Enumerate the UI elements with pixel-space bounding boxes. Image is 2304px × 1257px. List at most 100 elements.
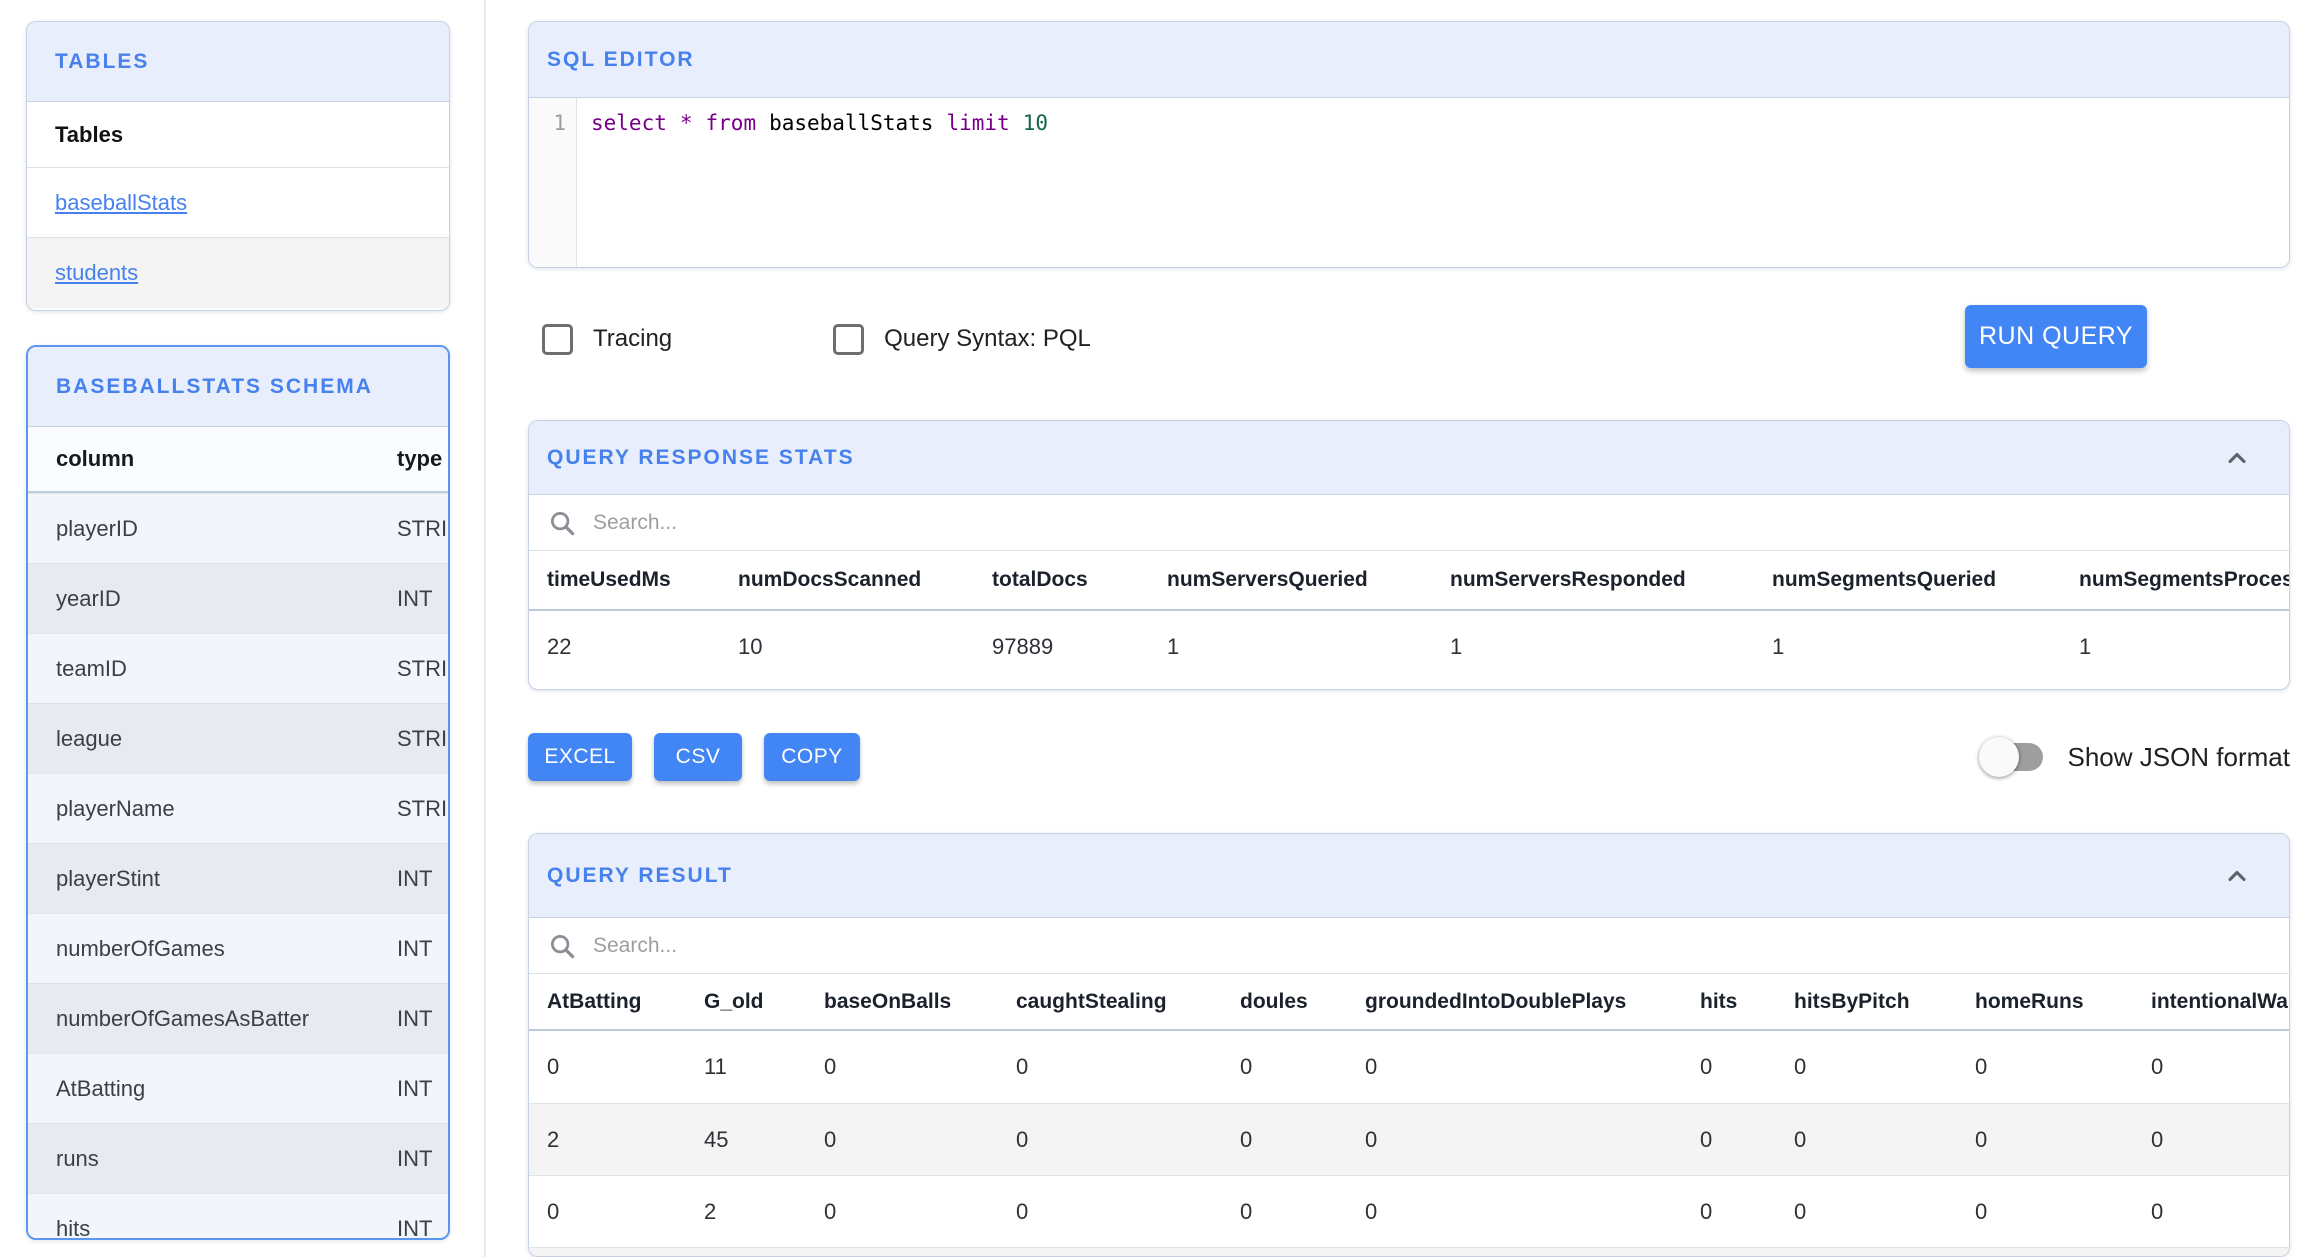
result-search-row — [529, 918, 2289, 974]
main-content: SQL EDITOR 1 select * from baseballStats lim… — [528, 0, 2290, 1257]
search-icon — [547, 508, 577, 538]
result-header-cell: doules — [1240, 989, 1308, 1013]
tables-panel-header: TABLES — [27, 22, 449, 102]
schema-row: runs INT — [28, 1123, 448, 1193]
json-format-toggle-group: Show JSON format — [1979, 737, 2290, 777]
result-header-cell: hitsByPitch — [1794, 989, 1910, 1013]
tables-panel: TABLES Tables baseballStats students — [26, 21, 450, 311]
result-cell: 11 — [704, 1054, 727, 1079]
schema-col-name: yearID — [56, 585, 121, 611]
table-row: 0 2 0 0 0 0 0 0 0 0 — [529, 1175, 2289, 1247]
schema-col-name: playerID — [56, 515, 138, 541]
json-format-toggle[interactable] — [1979, 737, 2044, 777]
json-format-toggle-label: Show JSON format — [2067, 741, 2290, 772]
table-link-label[interactable]: students — [55, 260, 139, 285]
result-panel-title: QUERY RESULT — [547, 863, 733, 887]
stats-value-cell: 97889 — [992, 634, 1054, 659]
schema-row: numberOfGamesAsBatter INT — [28, 983, 448, 1053]
schema-col-type: INT — [397, 1215, 433, 1240]
copy-button[interactable]: COPY — [764, 733, 860, 781]
result-cell: 2 — [547, 1126, 560, 1152]
tables-panel-title: TABLES — [55, 49, 150, 73]
sql-editor-header: SQL EDITOR — [529, 22, 2289, 98]
result-cell: 0 — [1794, 1054, 1807, 1079]
result-cell: 0 — [1240, 1198, 1253, 1224]
result-header-cell: groundedIntoDoublePlays — [1365, 989, 1627, 1013]
result-search-input[interactable] — [593, 933, 1093, 958]
result-header-cell: baseOnBalls — [824, 989, 952, 1013]
sidebar: TABLES Tables baseballStats students BAS… — [26, 21, 450, 1240]
schema-row: playerID STRING — [28, 493, 448, 563]
result-cell: 0 — [1365, 1054, 1378, 1079]
sql-editor-panel: SQL EDITOR 1 select * from baseballStats lim… — [528, 21, 2290, 268]
table-link-baseballstats[interactable]: baseballStats — [27, 168, 449, 238]
export-controls: EXCEL CSV COPY Show JSON format — [528, 733, 2290, 781]
query-controls: Tracing Query Syntax: PQL RUN QUERY — [528, 302, 2290, 376]
result-cell: 0 — [1794, 1198, 1807, 1224]
schema-col-name: hits — [56, 1215, 91, 1240]
sql-star: * — [679, 111, 693, 135]
stats-value-cell: 22 — [547, 634, 572, 659]
table-link-students[interactable]: students — [27, 238, 449, 308]
schema-col-name: playerStint — [56, 865, 160, 891]
stats-header-cell: totalDocs — [992, 568, 1088, 591]
schema-col-type: STRING — [397, 515, 448, 541]
pql-checkbox[interactable] — [833, 323, 865, 355]
sql-keyword: from — [705, 111, 757, 135]
result-cell: 0 — [547, 1054, 560, 1079]
result-cell: 0 — [1975, 1126, 1988, 1152]
schema-col-name: AtBatting — [56, 1075, 146, 1101]
schema-header-row: column type — [28, 427, 448, 493]
pql-checkbox-group[interactable]: Query Syntax: PQL — [833, 323, 1091, 355]
stats-header-cell: numServersQueried — [1167, 568, 1368, 591]
stats-value-cell: 1 — [2079, 634, 2092, 659]
result-header-cell: intentionalWalks — [2151, 989, 2289, 1013]
schema-col-type: INT — [397, 1005, 433, 1031]
result-cell: 0 — [1016, 1198, 1029, 1224]
result-collapse-button[interactable] — [2221, 860, 2253, 892]
sql-code-line[interactable]: select * from baseballStats limit 10 — [577, 98, 2289, 267]
tracing-checkbox[interactable] — [542, 323, 573, 355]
excel-button[interactable]: EXCEL — [528, 733, 632, 781]
stats-value-cell: 1 — [1167, 634, 1180, 659]
schema-row: numberOfGames INT — [28, 913, 448, 983]
run-query-button[interactable]: RUN QUERY — [1965, 305, 2147, 368]
result-cell: 2 — [704, 1198, 717, 1224]
result-header-cell: homeRuns — [1975, 989, 2084, 1013]
stats-value-cell: 1 — [1772, 634, 1785, 659]
tracing-checkbox-group[interactable]: Tracing — [542, 323, 672, 355]
schema-row: playerName STRING — [28, 773, 448, 843]
result-header-row: AtBatting G_old baseOnBalls caughtSteali… — [529, 974, 2289, 1031]
schema-row: yearID INT — [28, 563, 448, 633]
schema-col-type: STRING — [397, 725, 448, 751]
chevron-up-icon — [2223, 444, 2251, 472]
stats-header-cell: numSegmentsProcessed — [2079, 568, 2289, 591]
search-icon — [547, 931, 577, 961]
schema-col-header: column — [56, 446, 135, 471]
sql-editor[interactable]: 1 select * from baseballStats limit 10 — [529, 98, 2289, 267]
table-link-label[interactable]: baseballStats — [55, 189, 188, 215]
stats-panel-title: QUERY RESPONSE STATS — [547, 445, 855, 469]
csv-button[interactable]: CSV — [654, 733, 742, 781]
result-panel-header: QUERY RESULT — [529, 834, 2289, 918]
result-header-cell: caughtStealing — [1016, 989, 1167, 1013]
result-header-cell: G_old — [704, 989, 764, 1013]
result-cell: 0 — [824, 1198, 837, 1224]
schema-panel-title: BASEBALLSTATS SCHEMA — [56, 374, 373, 398]
schema-type-header: type — [397, 446, 443, 471]
table-row: 0 11 0 0 0 0 0 0 0 0 — [529, 1031, 2289, 1103]
query-result-panel: QUERY RESULT — [528, 833, 2290, 1257]
result-cell: 45 — [704, 1126, 729, 1152]
stats-header-cell: numSegmentsQueried — [1772, 568, 1997, 591]
stats-search-input[interactable] — [593, 510, 1093, 535]
schema-col-name: playerName — [56, 795, 175, 821]
schema-row: teamID STRING — [28, 633, 448, 703]
result-cell: 0 — [1700, 1054, 1713, 1079]
result-header-cell: hits — [1700, 989, 1738, 1013]
stats-header-cell: numDocsScanned — [738, 568, 922, 591]
stats-collapse-button[interactable] — [2221, 442, 2253, 474]
schema-col-name: league — [56, 725, 123, 751]
table-row: 2 45 0 0 0 0 0 0 0 0 — [529, 1103, 2289, 1175]
line-number: 1 — [553, 111, 566, 135]
toggle-knob — [1979, 737, 2020, 777]
